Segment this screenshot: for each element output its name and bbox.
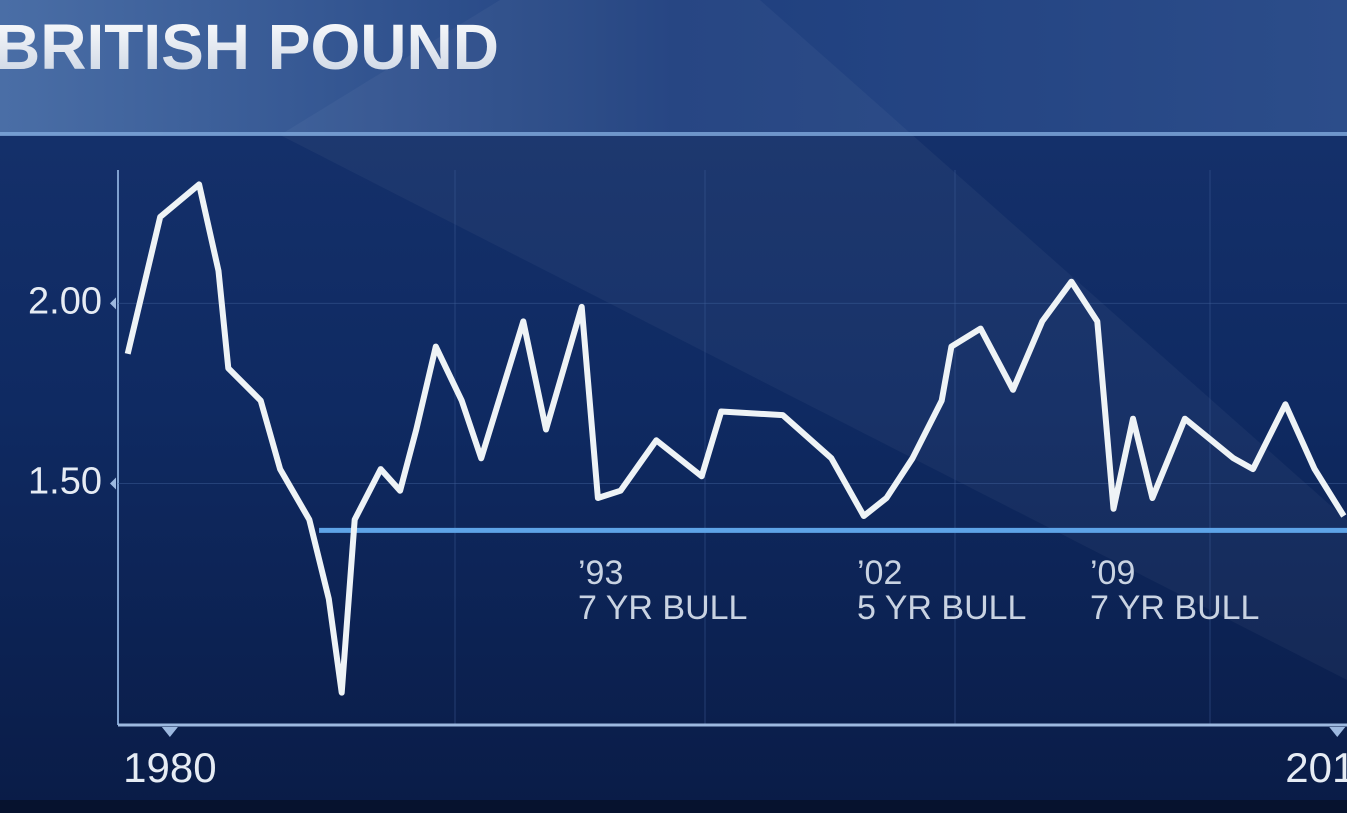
x-tick-label: 1980 xyxy=(123,744,216,791)
price-line xyxy=(124,181,1347,696)
annotation-label: ’09 xyxy=(1090,554,1135,592)
annotation-text: 7 YR BULL xyxy=(578,589,747,627)
bottom-band xyxy=(0,800,1347,813)
y-tick-marker xyxy=(110,297,116,310)
vertical-grid xyxy=(454,170,1211,725)
title-band xyxy=(0,0,1347,135)
chart-title: BRITISH POUND xyxy=(0,11,499,83)
title-divider xyxy=(0,132,1347,136)
y-tick-label: 2.00 xyxy=(28,280,102,322)
x-tick-marker xyxy=(161,727,178,737)
y-tick-marker xyxy=(110,477,116,490)
annotation-label: ’93 xyxy=(578,554,623,592)
annotation-label: ’02 xyxy=(857,554,902,592)
annotation-text: 5 YR BULL xyxy=(857,589,1026,627)
x-tick-marker xyxy=(1329,727,1346,737)
y-tick-label: 1.50 xyxy=(28,461,102,503)
annotation-text: 7 YR BULL xyxy=(1090,589,1259,627)
x-tick-label: 2016 xyxy=(1285,744,1347,791)
light-streak xyxy=(280,0,1347,680)
